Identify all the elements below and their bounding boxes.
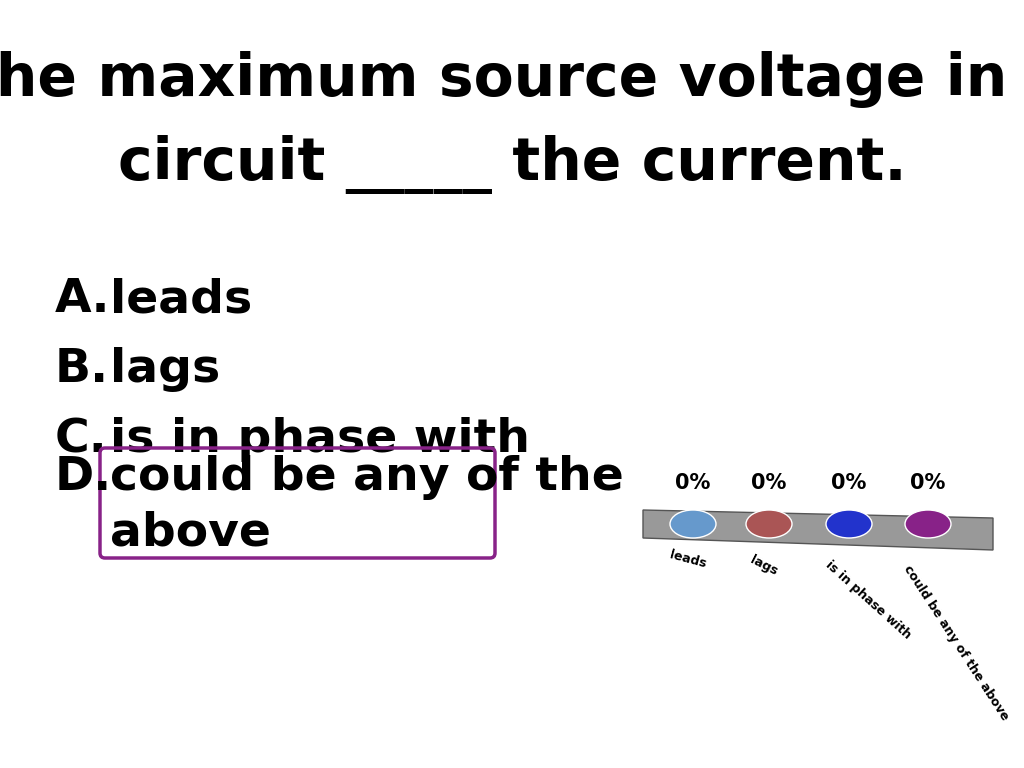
Ellipse shape xyxy=(670,510,716,538)
Text: D.: D. xyxy=(55,455,113,501)
Text: could be any of the: could be any of the xyxy=(110,455,624,501)
Text: lags: lags xyxy=(110,347,220,392)
Ellipse shape xyxy=(826,510,872,538)
Text: above: above xyxy=(110,511,271,555)
Ellipse shape xyxy=(746,510,792,538)
Text: could be any of the above: could be any of the above xyxy=(901,563,1012,723)
Text: A.: A. xyxy=(55,277,111,323)
Text: lags: lags xyxy=(749,553,779,578)
Text: 0%: 0% xyxy=(831,473,866,493)
Text: is in phase with: is in phase with xyxy=(823,558,913,641)
Ellipse shape xyxy=(905,510,951,538)
Text: The maximum source voltage in a: The maximum source voltage in a xyxy=(0,51,1024,108)
Text: is in phase with: is in phase with xyxy=(110,418,530,462)
Text: leads: leads xyxy=(669,548,709,570)
Text: leads: leads xyxy=(110,277,252,323)
Polygon shape xyxy=(643,510,993,550)
Text: circuit _____ the current.: circuit _____ the current. xyxy=(118,135,906,194)
Text: C.: C. xyxy=(55,418,108,462)
Text: B.: B. xyxy=(55,347,110,392)
Text: 0%: 0% xyxy=(675,473,711,493)
Text: 0%: 0% xyxy=(910,473,946,493)
Text: 0%: 0% xyxy=(752,473,786,493)
